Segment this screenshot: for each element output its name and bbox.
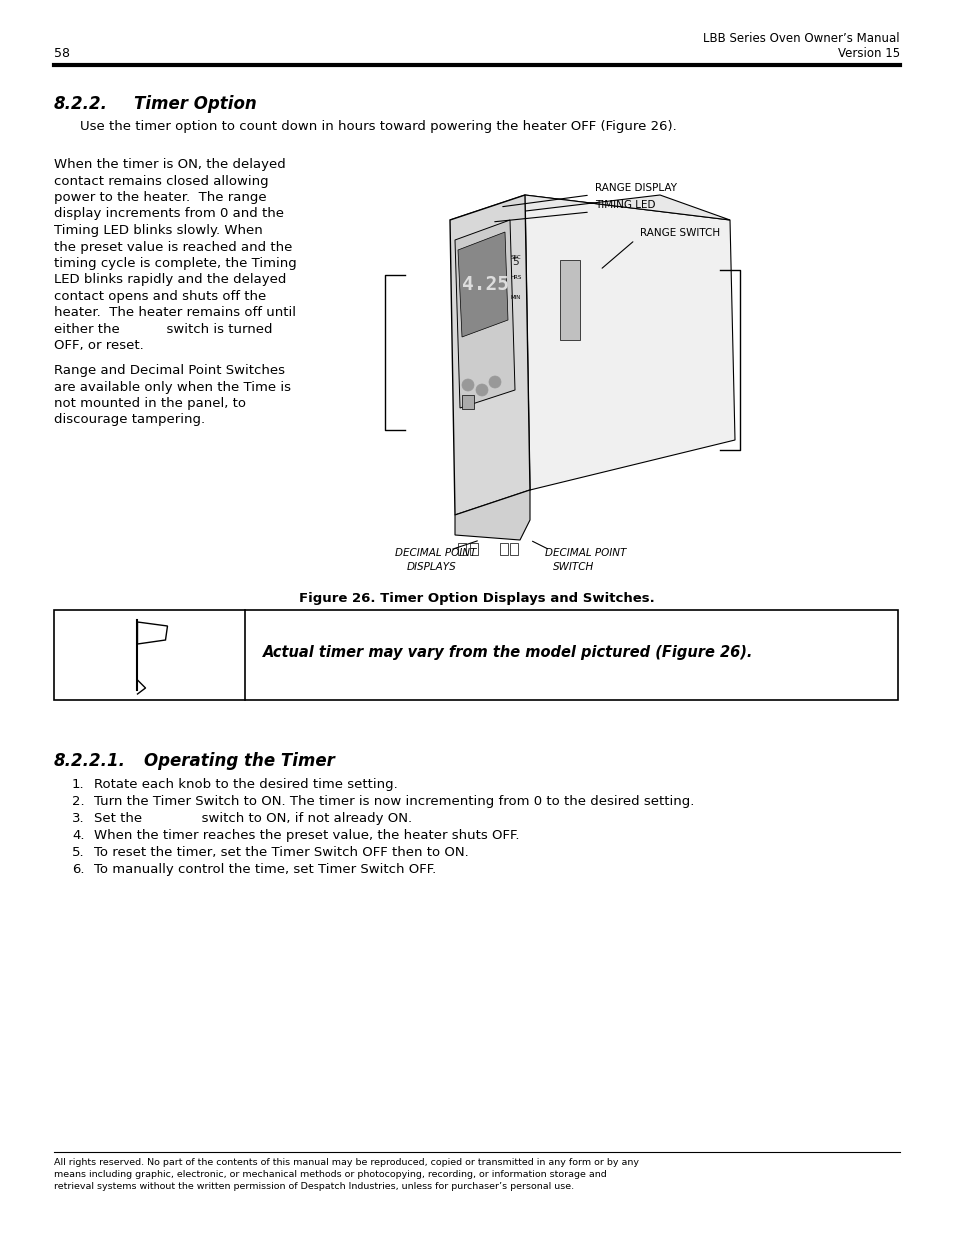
Text: 2.: 2. bbox=[71, 795, 85, 808]
Text: All rights reserved. No part of the contents of this manual may be reproduced, c: All rights reserved. No part of the cont… bbox=[54, 1158, 639, 1167]
Text: 5.: 5. bbox=[71, 846, 85, 860]
Bar bbox=[457, 543, 465, 555]
Text: LBB Series Oven Owner’s Manual: LBB Series Oven Owner’s Manual bbox=[702, 32, 899, 44]
Text: display increments from 0 and the: display increments from 0 and the bbox=[54, 207, 284, 221]
Bar bbox=[559, 261, 579, 340]
Text: Operating the Timer: Operating the Timer bbox=[144, 752, 335, 769]
Text: Set the              switch to ON, if not already ON.: Set the switch to ON, if not already ON. bbox=[94, 811, 412, 825]
Text: RANGE DISPLAY: RANGE DISPLAY bbox=[595, 183, 677, 193]
Text: When the timer reaches the preset value, the heater shuts OFF.: When the timer reaches the preset value,… bbox=[94, 829, 519, 842]
Text: contact remains closed allowing: contact remains closed allowing bbox=[54, 174, 269, 188]
Text: not mounted in the panel, to: not mounted in the panel, to bbox=[54, 396, 246, 410]
Bar bbox=[461, 395, 474, 409]
Text: 3.: 3. bbox=[71, 811, 85, 825]
Polygon shape bbox=[137, 622, 168, 643]
Text: contact opens and shuts off the: contact opens and shuts off the bbox=[54, 290, 266, 303]
Bar bbox=[510, 543, 517, 555]
Bar bbox=[499, 543, 507, 555]
Circle shape bbox=[476, 384, 488, 396]
Polygon shape bbox=[455, 220, 515, 408]
Text: retrieval systems without the written permission of Despatch Industries, unless : retrieval systems without the written pe… bbox=[54, 1182, 574, 1191]
Text: DISPLAYS: DISPLAYS bbox=[407, 562, 456, 572]
Polygon shape bbox=[450, 195, 530, 515]
Text: DECIMAL POINT: DECIMAL POINT bbox=[544, 548, 626, 558]
Text: Use the timer option to count down in hours toward powering the heater OFF (Figu: Use the timer option to count down in ho… bbox=[80, 120, 676, 133]
Bar bbox=[470, 543, 477, 555]
Text: Rotate each knob to the desired time setting.: Rotate each knob to the desired time set… bbox=[94, 778, 397, 790]
Text: TIMING LED: TIMING LED bbox=[595, 200, 655, 210]
Text: Range and Decimal Point Switches: Range and Decimal Point Switches bbox=[54, 364, 285, 377]
Text: RANGE SWITCH: RANGE SWITCH bbox=[639, 228, 720, 238]
Text: Figure 26. Timer Option Displays and Switches.: Figure 26. Timer Option Displays and Swi… bbox=[299, 592, 654, 605]
Circle shape bbox=[489, 375, 500, 388]
Circle shape bbox=[461, 379, 474, 391]
Text: power to the heater.  The range: power to the heater. The range bbox=[54, 191, 266, 204]
Text: 8.2.2.: 8.2.2. bbox=[54, 95, 108, 112]
Text: MIN: MIN bbox=[511, 295, 521, 300]
Text: Actual timer may vary from the model pictured (Figure 26).: Actual timer may vary from the model pic… bbox=[263, 645, 753, 659]
Text: timing cycle is complete, the Timing: timing cycle is complete, the Timing bbox=[54, 257, 296, 270]
Text: either the           switch is turned: either the switch is turned bbox=[54, 324, 273, 336]
Text: SWITCH: SWITCH bbox=[553, 562, 594, 572]
Text: To manually control the time, set Timer Switch OFF.: To manually control the time, set Timer … bbox=[94, 863, 436, 876]
Text: Timing LED blinks slowly. When: Timing LED blinks slowly. When bbox=[54, 224, 262, 237]
Text: are available only when the Time is: are available only when the Time is bbox=[54, 380, 291, 394]
Polygon shape bbox=[450, 195, 729, 220]
Bar bbox=[54, 610, 897, 700]
Text: 58: 58 bbox=[54, 47, 70, 61]
Text: HRS: HRS bbox=[511, 275, 522, 280]
Text: discourage tampering.: discourage tampering. bbox=[54, 414, 205, 426]
Text: means including graphic, electronic, or mechanical methods or photocopying, reco: means including graphic, electronic, or … bbox=[54, 1170, 606, 1179]
Polygon shape bbox=[457, 232, 507, 337]
Text: the preset value is reached and the: the preset value is reached and the bbox=[54, 241, 292, 253]
Text: When the timer is ON, the delayed: When the timer is ON, the delayed bbox=[54, 158, 286, 170]
Text: OFF, or reset.: OFF, or reset. bbox=[54, 340, 144, 352]
Text: 5: 5 bbox=[512, 257, 518, 267]
Text: heater.  The heater remains off until: heater. The heater remains off until bbox=[54, 306, 295, 320]
Text: DECIMAL POINT: DECIMAL POINT bbox=[395, 548, 476, 558]
Polygon shape bbox=[455, 490, 530, 540]
Text: 8.2.2.1.: 8.2.2.1. bbox=[54, 752, 126, 769]
Text: 6.: 6. bbox=[71, 863, 85, 876]
Text: SEC: SEC bbox=[511, 254, 521, 261]
Text: To reset the timer, set the Timer Switch OFF then to ON.: To reset the timer, set the Timer Switch… bbox=[94, 846, 468, 860]
Polygon shape bbox=[524, 195, 734, 490]
Text: 4.25: 4.25 bbox=[462, 275, 509, 294]
Text: Turn the Timer Switch to ON. The timer is now incrementing from 0 to the desired: Turn the Timer Switch to ON. The timer i… bbox=[94, 795, 694, 808]
Text: Timer Option: Timer Option bbox=[133, 95, 256, 112]
Text: Version 15: Version 15 bbox=[837, 47, 899, 61]
Text: 1.: 1. bbox=[71, 778, 85, 790]
Text: LED blinks rapidly and the delayed: LED blinks rapidly and the delayed bbox=[54, 273, 286, 287]
Text: 4.: 4. bbox=[71, 829, 85, 842]
